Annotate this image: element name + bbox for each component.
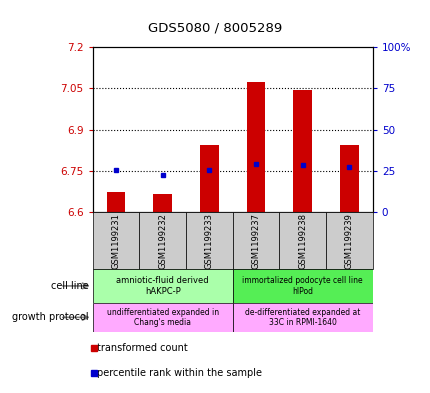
Text: amniotic-fluid derived
hAKPC-P: amniotic-fluid derived hAKPC-P <box>116 276 209 296</box>
Bar <box>153 194 172 212</box>
Text: transformed count: transformed count <box>97 343 187 353</box>
Text: GSM1199231: GSM1199231 <box>111 213 120 269</box>
Text: GDS5080 / 8005289: GDS5080 / 8005289 <box>148 21 282 34</box>
Text: GSM1199233: GSM1199233 <box>204 213 213 269</box>
Bar <box>232 212 279 269</box>
Bar <box>107 191 125 212</box>
Bar <box>246 81 265 212</box>
Bar <box>279 212 326 269</box>
Text: GSM1199239: GSM1199239 <box>344 213 353 269</box>
Bar <box>232 269 372 303</box>
Text: percentile rank within the sample: percentile rank within the sample <box>97 368 261 378</box>
Text: undifferentiated expanded in
Chang's media: undifferentiated expanded in Chang's med… <box>106 308 218 327</box>
Text: GSM1199238: GSM1199238 <box>298 213 307 269</box>
Text: cell line: cell line <box>50 281 88 291</box>
Text: GSM1199232: GSM1199232 <box>158 213 167 269</box>
Text: de-differentiated expanded at
33C in RPMI-1640: de-differentiated expanded at 33C in RPM… <box>245 308 359 327</box>
Bar <box>92 303 232 332</box>
Bar <box>139 212 186 269</box>
Text: growth protocol: growth protocol <box>12 312 88 322</box>
Bar <box>200 145 218 212</box>
Text: GSM1199237: GSM1199237 <box>251 213 260 269</box>
Bar <box>339 145 358 212</box>
Bar <box>92 269 232 303</box>
Bar <box>92 212 139 269</box>
Text: immortalized podocyte cell line
hIPod: immortalized podocyte cell line hIPod <box>242 276 362 296</box>
Bar <box>232 303 372 332</box>
Bar <box>293 90 311 212</box>
Bar <box>326 212 372 269</box>
Bar <box>186 212 232 269</box>
